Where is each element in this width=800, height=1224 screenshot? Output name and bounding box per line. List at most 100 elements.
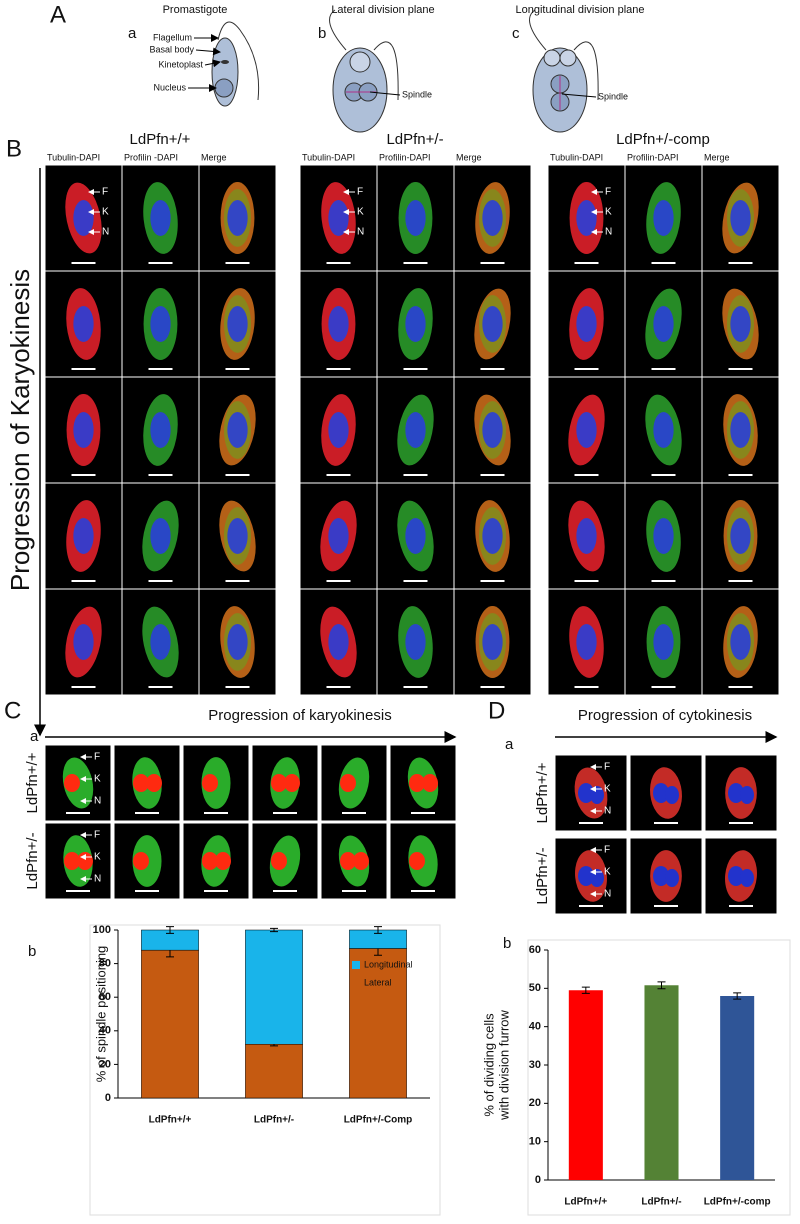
error-bar: [581, 986, 590, 994]
panel-label: C: [4, 697, 21, 724]
nucleus: [328, 411, 349, 449]
row-label: LdPfn+/+: [534, 762, 551, 823]
nucleus: [328, 305, 349, 343]
nucleus: [150, 305, 171, 343]
y-tick-label: 0: [105, 1092, 111, 1104]
marker-label: F: [102, 187, 108, 198]
nucleus: [576, 305, 597, 343]
nucleus: [328, 623, 349, 661]
bar-segment: [349, 948, 407, 1099]
nucleus: [653, 411, 674, 449]
bar: [644, 985, 679, 1180]
column-header: Tubulin-DAPI: [302, 152, 355, 162]
y-tick-label: 30: [529, 1059, 541, 1071]
nucleus: [202, 774, 218, 792]
schematics: [188, 9, 599, 133]
marker-label: K: [94, 774, 101, 785]
row-label: LdPfn+/+: [24, 752, 41, 813]
row-label: LdPfn+/-: [534, 847, 551, 904]
x-tick-label: LdPfn+/+: [564, 1197, 607, 1208]
nucleus: [405, 411, 426, 449]
group-title: LdPfn+/-comp: [616, 131, 710, 148]
column-header: Merge: [704, 152, 730, 162]
chart-frame: [527, 939, 791, 1216]
nucleus: [227, 411, 248, 449]
marker-label: K: [94, 852, 101, 863]
legend-label: Lateral: [364, 977, 392, 987]
column-header: Tubulin-DAPI: [47, 152, 100, 162]
y-tick-label: 40: [99, 1025, 111, 1037]
marker-label: K: [604, 867, 611, 878]
nucleus: [328, 199, 349, 237]
error-bar: [166, 926, 174, 934]
nucleus: [665, 786, 679, 804]
nucleus: [271, 774, 287, 792]
nucleus: [227, 517, 248, 555]
error-bar: [733, 992, 742, 1000]
nucleus: [740, 869, 754, 887]
nucleus: [150, 517, 171, 555]
sub-label: a: [505, 736, 514, 753]
schematic-label: Spindle: [598, 91, 628, 101]
nucleus: [409, 852, 425, 870]
nucleus: [730, 623, 751, 661]
y-tick-label: 20: [99, 1058, 111, 1070]
marker-label: N: [94, 874, 101, 885]
y-tick-label: 0: [535, 1174, 541, 1186]
nucleus: [482, 199, 503, 237]
nucleus: [73, 623, 94, 661]
nucleus: [740, 786, 754, 804]
bar-segment: [245, 1043, 303, 1099]
y-axis-label: with division furrow: [496, 1009, 511, 1120]
group-title: LdPfn+/-: [386, 131, 443, 148]
marker-label: F: [605, 187, 611, 198]
marker-label: N: [604, 806, 611, 817]
x-tick-label: LdPfn+/-Comp: [344, 1115, 413, 1126]
marker-label: N: [102, 227, 109, 238]
nucleus: [482, 623, 503, 661]
nucleus: [73, 411, 94, 449]
schematic-label: Kinetoplast: [158, 59, 203, 69]
panel-label: B: [6, 135, 22, 162]
column-header: Profilin -DAPI: [124, 152, 178, 162]
column-header: Profilin-DAPI: [379, 152, 431, 162]
nucleus: [227, 623, 248, 661]
y-tick-label: 20: [529, 1097, 541, 1109]
nucleus: [227, 305, 248, 343]
panel-label: A: [50, 1, 66, 28]
nucleus: [653, 305, 674, 343]
sub-label: a: [30, 728, 39, 745]
nucleus: [284, 774, 300, 792]
nucleus: [353, 852, 369, 870]
marker-label: K: [357, 207, 364, 218]
nucleus: [576, 411, 597, 449]
nucleus: [150, 623, 171, 661]
error-bar: [270, 927, 278, 933]
section-title: Progression of karyokinesis: [208, 707, 391, 724]
schematic-label: Flagellum: [153, 32, 192, 42]
marker-label: F: [94, 752, 100, 763]
nucleus: [482, 305, 503, 343]
schematic-label: Nucleus: [153, 82, 186, 92]
nucleus: [340, 852, 356, 870]
marker-label: F: [604, 845, 610, 856]
nucleus: [665, 869, 679, 887]
nucleus: [728, 866, 744, 886]
sub-label: a: [128, 25, 137, 42]
schematic-title: Promastigote: [163, 4, 228, 16]
sub-label: b: [503, 935, 511, 952]
nucleus: [227, 199, 248, 237]
marker-label: N: [604, 889, 611, 900]
x-tick-label: LdPfn+/-: [641, 1197, 681, 1208]
nucleus: [422, 774, 438, 792]
bar-segment: [245, 929, 303, 1045]
column-header: Tubulin-DAPI: [550, 152, 603, 162]
schematic-label: Basal body: [149, 44, 194, 54]
legend-label: Longitudinal: [364, 959, 413, 969]
nucleus: [405, 517, 426, 555]
sub-label: b: [28, 943, 36, 960]
y-tick-label: 80: [99, 958, 111, 970]
nucleus: [328, 517, 349, 555]
column-header: Merge: [456, 152, 482, 162]
